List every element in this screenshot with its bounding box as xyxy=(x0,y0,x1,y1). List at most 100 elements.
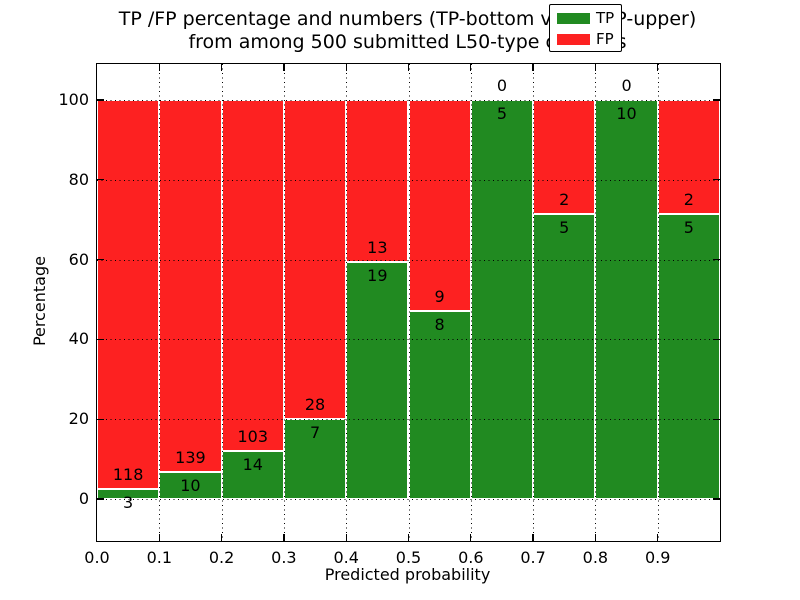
bar-segment-tp xyxy=(470,99,534,500)
y-axis-label: Percentage xyxy=(30,256,49,347)
x-tick-mark xyxy=(594,534,597,541)
x-tick-label: 0.5 xyxy=(395,548,422,567)
x-tick-mark-top xyxy=(283,64,285,71)
y-tick-label: 80 xyxy=(68,169,89,189)
tp-count-label: 5 xyxy=(496,103,508,123)
y-tick-mark xyxy=(97,498,104,500)
fp-count-label: 28 xyxy=(304,395,326,415)
bar-segment-tp xyxy=(533,213,596,500)
x-tick-mark-top xyxy=(470,64,472,71)
y-tick-mark xyxy=(97,258,104,261)
bar-segment-fp xyxy=(657,99,720,214)
fp-count-label: 2 xyxy=(683,189,694,209)
tp-count-label: 5 xyxy=(683,217,694,237)
x-tick-label: 0.7 xyxy=(520,548,546,567)
legend-row-fp: FP xyxy=(550,31,621,47)
x-tick-mark-top xyxy=(657,64,659,71)
y-tick-label: 60 xyxy=(68,249,89,269)
x-tick-mark-top xyxy=(345,64,347,71)
chart-title-line2: from among 500 submitted L50-type contac… xyxy=(188,31,627,53)
y-tick-mark-right xyxy=(713,179,720,181)
bar-segment-fp xyxy=(408,99,471,312)
y-tick-mark-right xyxy=(713,99,720,101)
y-tick-mark-right xyxy=(713,498,720,500)
y-tick-mark xyxy=(97,179,104,181)
chart-title-line1: TP /FP percentage and numbers (TP-bottom… xyxy=(118,8,697,30)
x-tick-mark xyxy=(220,534,223,541)
legend-row-tp: TP xyxy=(550,10,621,26)
y-tick-label: 40 xyxy=(68,329,89,349)
gridline-vertical xyxy=(595,64,597,541)
tp-legend-swatch xyxy=(557,13,590,24)
bar-segment-fp xyxy=(159,99,222,473)
legend: TP FP xyxy=(549,4,622,52)
x-tick-mark xyxy=(158,534,160,541)
y-tick-mark-right xyxy=(713,418,720,420)
gridline-vertical xyxy=(657,64,659,541)
x-tick-label: 0.0 xyxy=(84,548,110,567)
fp-count-label: 0 xyxy=(621,75,632,95)
x-tick-mark-top xyxy=(220,64,223,71)
y-tick-mark xyxy=(97,99,104,101)
bar-segment-fp xyxy=(533,99,596,214)
x-tick-mark-top xyxy=(158,64,160,71)
x-tick-label: 0.2 xyxy=(208,548,235,567)
x-tick-mark xyxy=(657,534,659,541)
x-tick-mark xyxy=(407,534,410,541)
fp-legend-swatch xyxy=(557,34,590,45)
x-tick-label: 0.1 xyxy=(146,548,173,567)
fp-count-label: 0 xyxy=(496,75,508,95)
gridline-vertical xyxy=(533,64,535,541)
tp-count-label: 3 xyxy=(123,493,134,513)
bar-segment-tp xyxy=(595,99,658,500)
fp-count-label: 139 xyxy=(175,448,206,468)
tp-count-label: 14 xyxy=(242,455,263,475)
gridline-vertical xyxy=(346,64,348,541)
bar-segment-tp xyxy=(657,213,720,500)
x-tick-mark-top xyxy=(594,64,597,71)
x-axis-label: Predicted probability xyxy=(324,565,491,584)
bar-segment-fp xyxy=(97,99,160,490)
gridline-vertical xyxy=(470,64,472,541)
fp-count-label: 13 xyxy=(367,238,388,258)
y-tick-mark-right xyxy=(713,338,720,341)
x-tick-mark xyxy=(532,534,534,541)
x-tick-mark xyxy=(470,534,472,541)
x-tick-mark-top xyxy=(407,64,410,71)
x-tick-mark xyxy=(345,534,347,541)
tp-count-label: 8 xyxy=(434,315,445,335)
fp-count-label: 9 xyxy=(434,287,445,307)
x-tick-mark xyxy=(283,534,285,541)
gridline-vertical xyxy=(221,64,223,541)
x-tick-label: 0.8 xyxy=(582,548,609,567)
gridline-vertical xyxy=(283,64,285,541)
y-tick-mark-right xyxy=(713,258,720,261)
fp-legend-label: FP xyxy=(596,30,614,48)
x-tick-label: 0.6 xyxy=(458,548,484,567)
tp-count-label: 19 xyxy=(367,266,388,286)
x-tick-label: 0.9 xyxy=(644,548,671,567)
fp-count-label: 103 xyxy=(237,427,269,447)
y-tick-label: 0 xyxy=(78,489,89,509)
y-tick-label: 20 xyxy=(68,409,89,429)
y-tick-mark xyxy=(97,338,104,341)
bar-segment-tp xyxy=(159,472,222,500)
bar-segment-tp xyxy=(408,311,471,500)
tp-count-label: 7 xyxy=(309,423,321,443)
x-tick-label: 0.4 xyxy=(333,548,359,567)
y-tick-mark xyxy=(97,418,104,420)
tp-count-label: 5 xyxy=(559,217,570,237)
bar-segment-tp xyxy=(97,489,160,500)
bar-segment-fp xyxy=(221,99,284,452)
tp-count-label: 10 xyxy=(616,103,637,123)
x-tick-mark-top xyxy=(532,64,534,71)
gridline-vertical xyxy=(159,64,161,541)
gridline-vertical xyxy=(408,64,410,541)
bar-segment-tp xyxy=(346,262,409,500)
tp-count-label: 10 xyxy=(180,476,201,496)
fp-count-label: 2 xyxy=(559,189,570,209)
x-tick-label: 0.3 xyxy=(271,548,297,567)
y-tick-label: 100 xyxy=(58,89,89,109)
tp-legend-label: TP xyxy=(596,9,615,27)
